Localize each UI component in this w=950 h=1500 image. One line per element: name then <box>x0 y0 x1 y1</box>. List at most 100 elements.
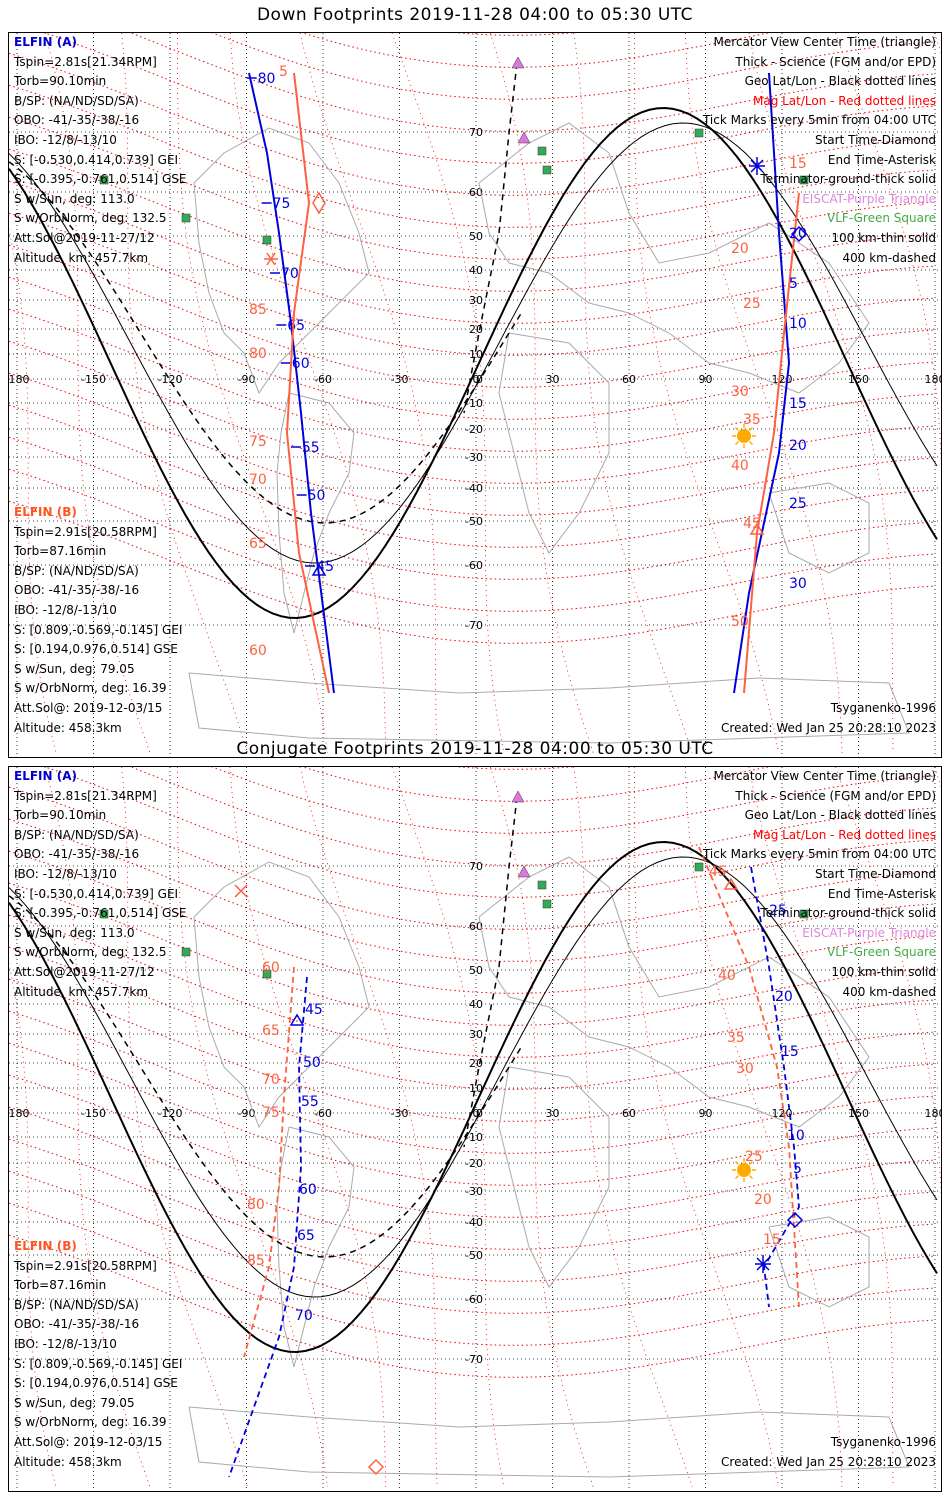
latitude-tick-label: -20 <box>465 423 483 436</box>
elfin-b-tick-label: 70 <box>249 472 267 488</box>
model-name: Tsyganenko-1996 <box>830 701 936 715</box>
mag-longitude-line <box>391 767 505 1488</box>
latitude-tick-label: 60 <box>469 920 483 933</box>
elfin-b-label: ELFIN (B) <box>14 1239 77 1253</box>
model-name: Tsyganenko-1996 <box>830 1435 936 1449</box>
elfin-b-tick-label: 70 <box>262 1072 280 1088</box>
elfin-a-tick-label: 20 <box>775 989 793 1005</box>
latitude-tick-label: 10 <box>469 348 483 361</box>
center-triangle-marker <box>723 877 739 890</box>
track-dashed-line <box>463 796 518 1148</box>
terminator-line <box>9 106 938 620</box>
continent-outline <box>188 672 910 744</box>
elfin-a-track <box>228 976 308 1478</box>
legend-item: 100 km-thin solid <box>831 964 936 979</box>
elfin-b-tick-label: 80 <box>249 346 267 362</box>
sun-ray <box>734 426 739 431</box>
elfin-a-tick-label: 15 <box>789 396 807 412</box>
conjugate-footprints-panel: -180 -150 -120 -90 -60 -30 0 30 60 90 120 150 180 -70… <box>8 766 942 1492</box>
mag-longitude-line <box>490 33 594 754</box>
elfin-a-tick-label: 75 <box>273 196 291 212</box>
down-panel-title: Down Footprints 2019-11-28 04:00 to 05:3… <box>256 5 694 25</box>
mag-longitude-line <box>299 33 438 754</box>
elfin-a-tick-label: 45 <box>305 1002 323 1018</box>
elfin-b-tick-label: 5 <box>279 64 288 80</box>
continent-outline <box>193 127 370 395</box>
legend-item: Tick Marks every 5min from 04:00 UTC <box>702 847 936 862</box>
longitude-tick-label: -90 <box>238 1107 256 1120</box>
elfin-a-tick-label: 15 <box>789 156 807 172</box>
end-asterisk-marker <box>234 884 248 898</box>
elfin-a-line: IBO: -12/8/-13/10 <box>14 866 117 881</box>
elfin-a-tick-label: 60 <box>292 356 310 372</box>
elfin-a-tick-label: 65 <box>297 1228 315 1244</box>
terminator-line <box>9 840 938 1354</box>
elfin-b-tick-label: 80 <box>247 1197 265 1213</box>
continent-outline <box>768 1216 870 1308</box>
legend-item: Start Time-Diamond <box>814 132 936 147</box>
elfin-b-line: S: [0.194,0.976,0.514] GSE <box>14 1376 178 1391</box>
elfin-a-tick-label: 5 <box>789 276 798 292</box>
eiscat-triangle-marker <box>511 56 525 69</box>
elfin-a-line: S: [-0.395,-0.761,0.514] GSE <box>14 906 187 921</box>
elfin-b-tick-label: 60 <box>249 643 267 659</box>
elfin-b-line: Altitude: 458.3km <box>14 1454 122 1469</box>
elfin-b-tick-label: 20 <box>754 1192 772 1208</box>
conjugate-panel-title: Conjugate Footprints 2019-11-28 04:00 to… <box>236 739 714 759</box>
elfin-b-info-block: ELFIN (B) Tspin=2.91s[20.58RPM] Torb=87.… <box>14 1237 182 1472</box>
latitude-tick-label: 10 <box>469 1082 483 1095</box>
elfin-b-line: S: [0.809,-0.569,-0.145] GEI <box>14 1356 183 1371</box>
sun-ray <box>749 1175 754 1180</box>
latitude-tick-label: -30 <box>465 1185 483 1198</box>
elfin-a-line: Tspin=2.81s[21.34RPM] <box>14 788 157 803</box>
mag-longitude-line <box>685 767 843 1488</box>
elfin-a-tick-label: 20 <box>789 438 807 454</box>
legend-item: Thick - Science (FGM and/or EPD) <box>735 788 936 803</box>
elfin-b-label: ELFIN (B) <box>14 505 77 519</box>
elfin-b-tick-label: 30 <box>736 1061 754 1077</box>
elfin-a-tick-label: 30 <box>789 576 807 592</box>
center-triangle-marker <box>289 1013 305 1026</box>
legend-item: 400 km-dashed <box>842 984 936 999</box>
elfin-a-line: IBO: -12/8/-13/10 <box>14 132 117 147</box>
elfin-b-tick-label: 25 <box>743 296 761 312</box>
mag-longitude-line <box>9 961 57 1488</box>
mag-longitude-line <box>121 767 248 1488</box>
mag-longitude-line <box>573 33 693 754</box>
elfin-b-tick-label: 35 <box>727 1030 745 1046</box>
elfin-a-tick-label: 10 <box>789 316 807 332</box>
latitude-tick-label: -20 <box>465 1157 483 1170</box>
elfin-a-line: Att.Sol@2019-11-27/12 <box>14 964 155 979</box>
elfin-a-tick-label: 5 <box>793 1161 802 1177</box>
footprint-400km-line <box>9 895 522 1258</box>
elfin-a-line: OBO: -41/-35/-38/-16 <box>14 847 140 862</box>
legend-item: 400 km-dashed <box>842 250 936 265</box>
elfin-a-track-2 <box>733 72 791 694</box>
latitude-tick-label: -60 <box>465 559 483 572</box>
eiscat-triangle-marker <box>517 131 531 144</box>
longitude-tick-label: -150 <box>81 1107 106 1120</box>
elfin-a-tick-label: 10 <box>787 1128 805 1144</box>
elfin-a-line: OBO: -41/-35/-38/-16 <box>14 113 140 128</box>
legend-item: Geo Lat/Lon - Black dotted lines <box>744 74 936 89</box>
sun-ray <box>749 426 754 431</box>
elfin-b-track <box>243 966 295 1358</box>
sun-ray <box>734 1160 739 1165</box>
continent-outline <box>276 392 355 634</box>
elfin-b-tick-label: 40 <box>731 458 749 474</box>
elfin-a-tick-label: 80 <box>258 71 276 87</box>
latitude-tick-label: 50 <box>469 230 483 243</box>
elfin-b-line: IBO: -12/8/-13/10 <box>14 602 117 617</box>
mag-longitude-line <box>44 767 151 1488</box>
longitude-tick-label: 30 <box>546 373 560 386</box>
elfin-a-line: S w/Sun, deg: 113.0 <box>14 925 135 940</box>
elfin-b-line: B/SP: (NA/ND/SD/SA) <box>14 1297 139 1312</box>
mag-longitude-line <box>299 767 438 1488</box>
legend-item: Start Time-Diamond <box>814 866 936 881</box>
elfin-a-line: Altitude, km: 457.7km <box>14 250 149 265</box>
mag-longitude-line <box>633 767 779 1488</box>
latitude-tick-label: -10 <box>465 397 483 410</box>
elfin-b-line: OBO: -41/-35/-38/-16 <box>14 583 140 598</box>
legend-item: VLF-Green Square <box>827 211 936 226</box>
legend-item: Geo Lat/Lon - Black dotted lines <box>744 808 936 823</box>
